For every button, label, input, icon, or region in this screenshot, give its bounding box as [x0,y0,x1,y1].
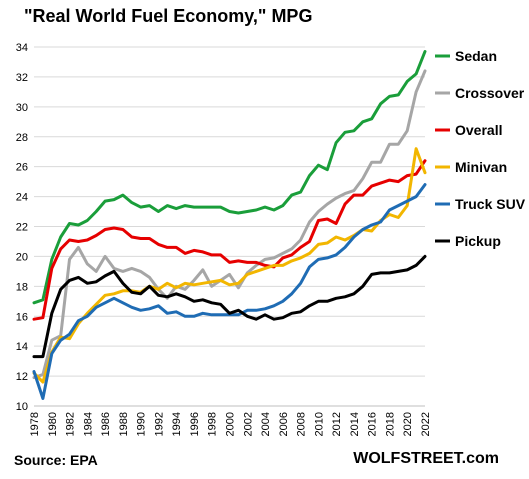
legend-label: Minivan [455,159,507,175]
legend: Sedan Crossover Overall Minivan Truck SUV Pic… [435,48,526,249]
x-tick-label: 2018 [384,412,396,436]
x-tick-label: 2006 [278,412,290,436]
series-line-truck-suv [32,183,427,400]
y-tick-label: 32 [16,72,28,84]
x-tick-label: 2012 [331,412,343,436]
series-line-overall [32,159,427,321]
watermark: WOLFSTREET.com [353,450,499,467]
x-tick-label: 1998 [207,412,219,436]
series-line-sedan [32,50,427,305]
x-tick-label: 2014 [349,412,361,436]
x-tick-label: 2016 [367,412,379,436]
series-lines [32,50,427,400]
y-tick-label: 28 [16,132,28,144]
x-tick-label: 2002 [242,412,254,436]
y-tick-label: 18 [16,281,28,293]
x-tick-label: 2010 [313,412,325,436]
x-tick-label: 1980 [47,412,59,436]
x-tick-label: 1986 [100,412,112,436]
x-tick-label: 1996 [189,412,201,436]
y-tick-label: 24 [16,192,28,204]
legend-label: Crossover [455,85,525,101]
y-tick-label: 22 [16,222,28,234]
x-tick-label: 1992 [153,412,165,436]
series-line-pickup [32,254,427,359]
legend-label: Sedan [455,48,497,64]
legend-label: Truck SUV [455,196,526,212]
x-tick-label: 2008 [296,412,308,436]
y-tick-label: 20 [16,251,28,263]
y-tick-label: 34 [16,42,28,54]
x-tick-label: 2004 [260,412,272,436]
x-axis-ticks: 1978 1980 1982 1984 1986 1988 1990 1992 1994 1996… [29,412,432,436]
x-tick-label: 1984 [82,412,94,436]
x-tick-label: 1990 [136,412,148,436]
y-tick-label: 30 [16,102,28,114]
y-tick-label: 10 [16,401,28,413]
x-tick-label: 1988 [118,412,130,436]
chart-title: "Real World Fuel Economy," MPG [24,6,313,26]
y-tick-label: 14 [16,341,28,353]
source-note: Source: EPA [14,452,98,468]
legend-label: Pickup [455,233,501,249]
series-line-minivan [32,147,427,384]
legend-label: Overall [455,122,502,138]
series-line-crossover [32,69,427,380]
x-tick-label: 1994 [171,412,183,436]
x-tick-label: 1978 [29,412,41,436]
y-tick-label: 26 [16,162,28,174]
y-tick-label: 16 [16,311,28,323]
y-tick-label: 12 [16,371,28,383]
x-tick-label: 2020 [402,412,414,436]
x-tick-label: 1982 [65,412,77,436]
x-tick-label: 2022 [420,412,432,436]
y-axis-ticks: 10 12 14 16 18 20 22 24 26 28 30 32 34 [16,42,28,413]
x-tick-label: 2000 [225,412,237,436]
